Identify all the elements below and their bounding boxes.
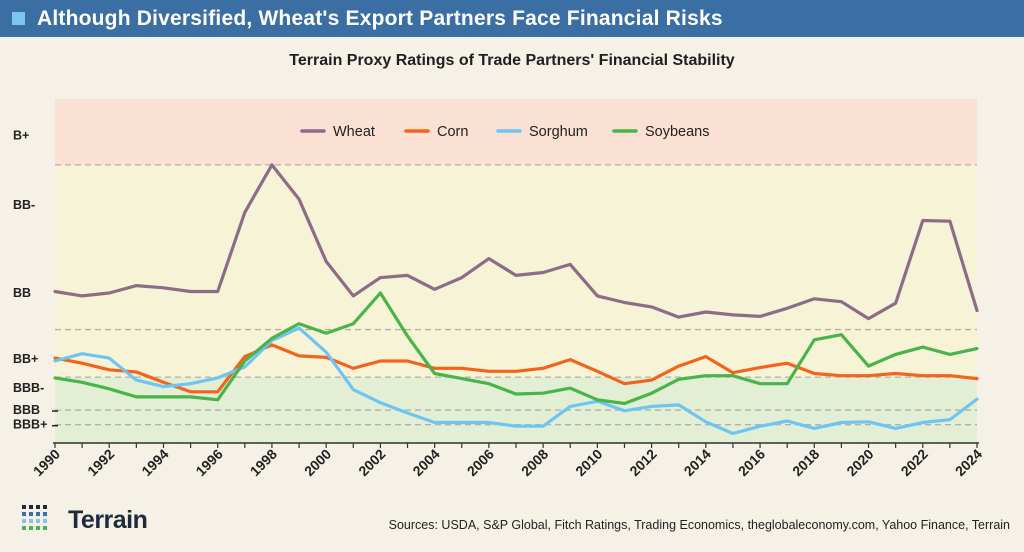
square-bullet-icon bbox=[12, 12, 25, 25]
legend-label: Sorghum bbox=[529, 124, 588, 140]
legend-label: Wheat bbox=[333, 124, 375, 140]
y-tick-label: BBB bbox=[13, 403, 40, 417]
y-tick-label: BBB+ bbox=[13, 418, 47, 432]
y-tick-label: BB+ bbox=[13, 352, 38, 366]
x-tick-label: 2024 bbox=[952, 446, 985, 479]
series-line-soybeans bbox=[53, 291, 979, 406]
x-tick-label: 2022 bbox=[898, 446, 931, 479]
x-tick-label: 2014 bbox=[681, 446, 714, 479]
x-tick-label: 2002 bbox=[355, 446, 388, 479]
x-tick-label: 1996 bbox=[192, 446, 225, 479]
y-tick-label: BB- bbox=[13, 198, 35, 212]
x-tick-label: 2008 bbox=[518, 446, 551, 479]
x-tick-label: 2006 bbox=[464, 446, 497, 479]
chart-title: Terrain Proxy Ratings of Trade Partners'… bbox=[289, 52, 735, 69]
y-tick-label: B+ bbox=[13, 129, 29, 143]
series-line-sorghum bbox=[53, 326, 979, 436]
x-tick-label: 2012 bbox=[626, 446, 659, 479]
series-lines bbox=[53, 163, 979, 436]
y-tick-label: BB bbox=[13, 286, 31, 300]
x-tick-label: 1994 bbox=[138, 446, 171, 479]
legend-label: Soybeans bbox=[645, 124, 710, 140]
x-tick-label: 1990 bbox=[30, 446, 63, 479]
x-tick-label: 2004 bbox=[409, 446, 442, 479]
brand-name: Terrain bbox=[68, 505, 148, 534]
x-tick-label: 2000 bbox=[301, 446, 334, 479]
legend: Wheat Corn Sorghum Soybeans bbox=[300, 124, 710, 140]
x-tick-label: 2010 bbox=[572, 446, 605, 479]
rating-bands bbox=[55, 99, 977, 443]
legend-label: Corn bbox=[437, 124, 468, 140]
x-tick-label: 1992 bbox=[84, 446, 117, 479]
sources-note: Sources: USDA, S&P Global, Fitch Ratings… bbox=[388, 518, 1010, 532]
x-tick-label: 1998 bbox=[247, 446, 280, 479]
y-tick-label: BBB- bbox=[13, 381, 44, 395]
dot-grid-logo-icon bbox=[22, 505, 47, 530]
x-tick-label: 2018 bbox=[789, 446, 822, 479]
header-banner: Although Diversified, Wheat's Export Par… bbox=[0, 0, 1024, 37]
terrain-logo: Terrain bbox=[22, 505, 148, 535]
band-1 bbox=[55, 164, 977, 378]
series-line-corn bbox=[53, 343, 979, 394]
series-line-wheat bbox=[53, 163, 979, 321]
page-title: Although Diversified, Wheat's Export Par… bbox=[37, 6, 723, 30]
x-axis: 1990 1992 1994 1996 1998 2000 2002 2004 2006 2008… bbox=[30, 442, 985, 479]
x-tick-label: 2016 bbox=[735, 446, 768, 479]
x-tick-label: 2020 bbox=[843, 446, 876, 479]
